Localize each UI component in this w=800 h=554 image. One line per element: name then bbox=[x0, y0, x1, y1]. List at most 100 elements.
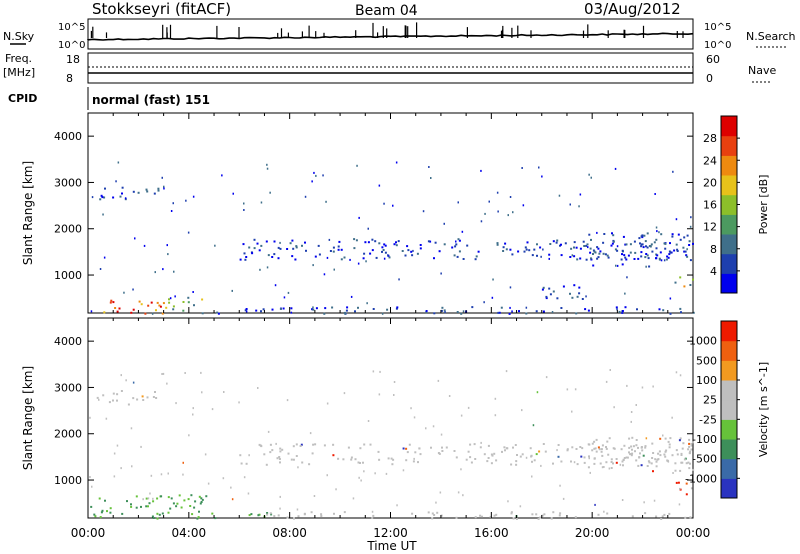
range-cell bbox=[656, 254, 659, 257]
range-cell bbox=[593, 440, 596, 443]
range-cell bbox=[294, 258, 297, 261]
range-cell bbox=[655, 465, 658, 468]
range-cell bbox=[656, 230, 658, 233]
range-cell bbox=[416, 252, 419, 255]
range-cell bbox=[638, 237, 641, 240]
range-cell bbox=[635, 404, 637, 406]
range-cell bbox=[656, 458, 659, 461]
beam-label: Beam 04 bbox=[355, 3, 418, 19]
range-cell bbox=[605, 380, 608, 383]
range-cell bbox=[431, 512, 434, 515]
x-tick-label: 04:00 bbox=[172, 526, 207, 540]
range-cell bbox=[493, 452, 496, 455]
range-cell bbox=[230, 486, 232, 489]
range-cell bbox=[549, 243, 552, 245]
range-cell bbox=[201, 498, 204, 501]
range-cell bbox=[387, 457, 390, 460]
range-cell bbox=[263, 453, 266, 456]
range-cell bbox=[689, 516, 692, 519]
range-cell bbox=[433, 257, 435, 260]
range-cell bbox=[258, 513, 261, 516]
power-panel: 1000 2000 3000 4000 Slant Range [km] 4 8 12 16 20… bbox=[21, 112, 770, 315]
range-cell bbox=[115, 180, 117, 183]
range-cell bbox=[474, 516, 477, 519]
range-cell bbox=[454, 245, 457, 248]
colorbar-swatch bbox=[721, 155, 737, 176]
range-cell bbox=[315, 174, 317, 177]
range-cell bbox=[130, 311, 133, 314]
range-cell bbox=[621, 499, 624, 501]
range-cell bbox=[326, 256, 329, 259]
range-cell bbox=[579, 193, 582, 196]
range-cell bbox=[427, 240, 430, 243]
range-cell bbox=[103, 196, 106, 199]
range-cell bbox=[109, 301, 112, 304]
colorbar-swatch bbox=[721, 419, 737, 440]
range-cell bbox=[455, 456, 458, 459]
range-cell bbox=[692, 242, 694, 245]
range-cell bbox=[480, 441, 482, 444]
range-cell bbox=[182, 461, 184, 464]
range-cell bbox=[626, 456, 629, 459]
range-cell bbox=[479, 446, 482, 449]
range-cell bbox=[571, 254, 574, 257]
range-cell bbox=[645, 437, 648, 440]
range-cell bbox=[406, 451, 409, 454]
freq-unit: [MHz] bbox=[3, 66, 35, 79]
range-cell bbox=[578, 292, 581, 295]
range-cell bbox=[350, 458, 353, 461]
range-cell bbox=[377, 450, 380, 453]
range-cell bbox=[498, 311, 501, 314]
range-cell bbox=[689, 462, 691, 465]
range-cell bbox=[267, 430, 270, 433]
range-cell bbox=[556, 449, 558, 452]
range-cell bbox=[575, 312, 578, 315]
range-cell bbox=[397, 240, 400, 243]
range-cell bbox=[325, 200, 327, 203]
range-cell bbox=[687, 448, 690, 451]
range-cell bbox=[378, 458, 381, 461]
range-cell bbox=[672, 170, 674, 173]
range-cell bbox=[295, 443, 298, 446]
range-cell bbox=[147, 304, 150, 307]
range-cell bbox=[214, 244, 216, 247]
range-cell bbox=[585, 244, 588, 247]
range-cell bbox=[644, 240, 647, 243]
range-cell bbox=[571, 410, 573, 413]
range-cell bbox=[369, 443, 372, 446]
range-cell bbox=[191, 513, 194, 516]
range-cell bbox=[687, 461, 690, 464]
range-cell bbox=[308, 463, 311, 466]
range-cell bbox=[669, 251, 672, 254]
range-cell bbox=[100, 511, 103, 514]
station-title: Stokkseyri (fitACF) bbox=[92, 0, 231, 18]
range-cell bbox=[504, 242, 507, 245]
range-cell bbox=[643, 501, 645, 504]
range-cell bbox=[104, 187, 106, 190]
range-cell bbox=[427, 511, 430, 514]
range-cell bbox=[331, 306, 334, 309]
range-cell bbox=[135, 506, 138, 509]
range-cell bbox=[646, 232, 649, 235]
x-tick-label: 00:00 bbox=[676, 526, 711, 540]
range-cell bbox=[540, 464, 542, 467]
range-cell bbox=[626, 384, 628, 387]
range-cell bbox=[443, 222, 445, 225]
range-cell bbox=[623, 254, 626, 257]
range-cell bbox=[162, 372, 165, 375]
range-cell bbox=[660, 518, 663, 520]
range-cell bbox=[217, 312, 220, 315]
range-cell bbox=[260, 244, 263, 247]
range-cell bbox=[207, 482, 210, 485]
range-cell bbox=[646, 246, 649, 249]
range-cell bbox=[679, 238, 682, 241]
range-cell bbox=[414, 451, 417, 454]
range-cell bbox=[562, 285, 565, 288]
range-cell bbox=[326, 402, 329, 405]
range-cell bbox=[588, 457, 590, 460]
range-cell bbox=[312, 264, 314, 267]
range-cell bbox=[198, 510, 200, 513]
range-cell bbox=[544, 450, 547, 453]
range-cell bbox=[573, 284, 576, 287]
range-cell bbox=[529, 447, 532, 450]
